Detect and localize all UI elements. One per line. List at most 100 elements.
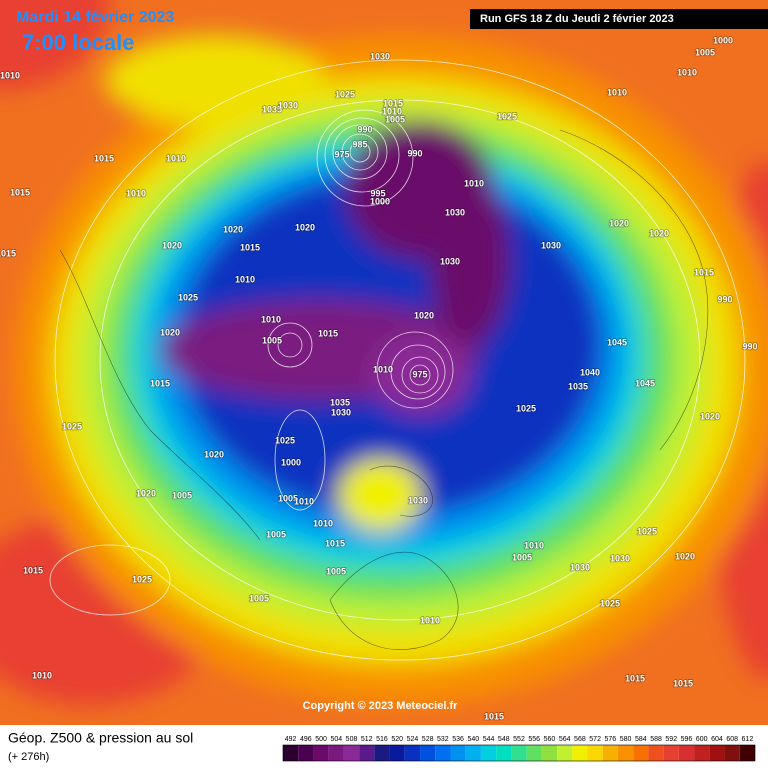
pressure-label: 1015: [150, 378, 170, 388]
colorbar-cell: [496, 745, 512, 761]
pressure-label: 995: [370, 188, 385, 198]
date-label: Mardi 14 février 2023: [16, 9, 174, 26]
pressure-label: 1020: [136, 488, 156, 498]
pressure-label: 1025: [275, 435, 295, 445]
colorbar-cell: [526, 745, 542, 761]
pressure-label: 1005: [326, 566, 346, 576]
pressure-label: 1035: [330, 397, 350, 407]
pressure-label: 1000: [713, 35, 733, 45]
colorbar-cell: [343, 745, 360, 761]
colorbar-label: 568: [574, 736, 586, 743]
pressure-label: 985: [352, 139, 367, 149]
pressure-label: 1015: [0, 248, 16, 258]
pressure-label: 1020: [609, 218, 629, 228]
colorbar-cell: [572, 745, 588, 761]
pressure-label: 1015: [673, 678, 693, 688]
colorbar-cell: [328, 745, 344, 761]
colorbar-label: 560: [544, 736, 556, 743]
colorbar-cell: [739, 745, 755, 761]
pressure-label: 1020: [675, 551, 695, 561]
pressure-label: 1010: [524, 540, 544, 550]
colorbar-cell: [663, 745, 679, 761]
colorbar-label: 524: [407, 736, 419, 743]
colorbar-label: 604: [711, 736, 723, 743]
pressure-label: 1020: [295, 222, 315, 232]
pressure-label: 1010: [607, 87, 627, 97]
pressure-label: 1025: [497, 111, 517, 121]
pressure-label: 1020: [649, 228, 669, 238]
pressure-label: 990: [717, 294, 732, 304]
colorbar-cell: [617, 745, 634, 761]
pressure-label: 1005: [695, 47, 715, 57]
colorbar-frame: [282, 744, 756, 762]
pressure-label: 1010: [294, 496, 314, 506]
pressure-label: 990: [407, 148, 422, 158]
colorbar-cell: [678, 745, 695, 761]
pressure-label: 1010: [0, 70, 20, 80]
pressure-label: 1030: [370, 51, 390, 61]
colorbar-label: 576: [605, 736, 617, 743]
colorbar: 492 496 500 504 508 512 516 520 524 528 532 536 540 5…: [282, 736, 756, 762]
pressure-label: 1010: [126, 188, 146, 198]
colorbar-label: 512: [361, 736, 373, 743]
pressure-label: 1000: [281, 457, 301, 467]
isobars: [49, 59, 746, 661]
colorbar-label: 584: [635, 736, 647, 743]
pressure-label: 1030: [541, 240, 561, 250]
colorbar-cell: [313, 745, 329, 761]
pressure-label: 1045: [635, 378, 655, 388]
colorbar-cell: [648, 745, 664, 761]
colorbar-cell: [633, 745, 649, 761]
pressure-label: 1015: [625, 673, 645, 683]
pressure-label: 1005: [512, 552, 532, 562]
colorbar-label: 500: [315, 736, 327, 743]
coastlines: [59, 129, 709, 650]
pressure-label: 1015: [10, 187, 30, 197]
pressure-label: 1010: [464, 178, 484, 188]
pressure-label: 1010: [420, 615, 440, 625]
colorbar-label: 572: [589, 736, 601, 743]
pressure-label: 975: [412, 369, 427, 379]
pressure-label: 1025: [516, 403, 536, 413]
colorbar-cell: [709, 745, 725, 761]
colorbar-label: 540: [467, 736, 479, 743]
colorbar-label: 580: [620, 736, 632, 743]
pressure-label: 990: [357, 124, 372, 134]
colorbar-label: 588: [650, 736, 662, 743]
pressure-label: 990: [742, 341, 757, 351]
colorbar-label: 528: [422, 736, 434, 743]
pressure-label: 1040: [580, 367, 600, 377]
colorbar-label: 492: [285, 736, 297, 743]
colorbar-cell: [557, 745, 573, 761]
pressure-label: 1010: [313, 518, 333, 528]
pressure-label: 1005: [278, 493, 298, 503]
pressure-label: 1030: [331, 407, 351, 417]
colorbar-label: 532: [437, 736, 449, 743]
colorbar-cell: [374, 745, 390, 761]
pressure-label: 1025: [132, 574, 152, 584]
colorbar-label: 496: [300, 736, 312, 743]
run-box: [470, 9, 768, 29]
pressure-label: 1010: [166, 153, 186, 163]
colorbar-cell: [435, 745, 451, 761]
pressure-label: 1010: [261, 314, 281, 324]
pressure-label: 1010: [32, 670, 52, 680]
pressure-label: 1020: [414, 310, 434, 320]
pressure-label: 1030: [408, 495, 428, 505]
colorbar-cell: [404, 745, 421, 761]
colorbar-label: 552: [513, 736, 525, 743]
colorbar-cell: [511, 745, 527, 761]
colorbar-label: 612: [742, 736, 754, 743]
colorbar-label: 544: [483, 736, 495, 743]
pressure-label: 1030: [445, 207, 465, 217]
colorbar-cell: [450, 745, 466, 761]
colorbar-label: 516: [376, 736, 388, 743]
colorbar-cell: [283, 745, 299, 761]
colorbar-cell: [724, 745, 740, 761]
pressure-label: 1030: [610, 553, 630, 563]
colorbar-label: 520: [391, 736, 403, 743]
colorbar-cell: [541, 745, 558, 761]
colorbar-cell: [298, 745, 314, 761]
